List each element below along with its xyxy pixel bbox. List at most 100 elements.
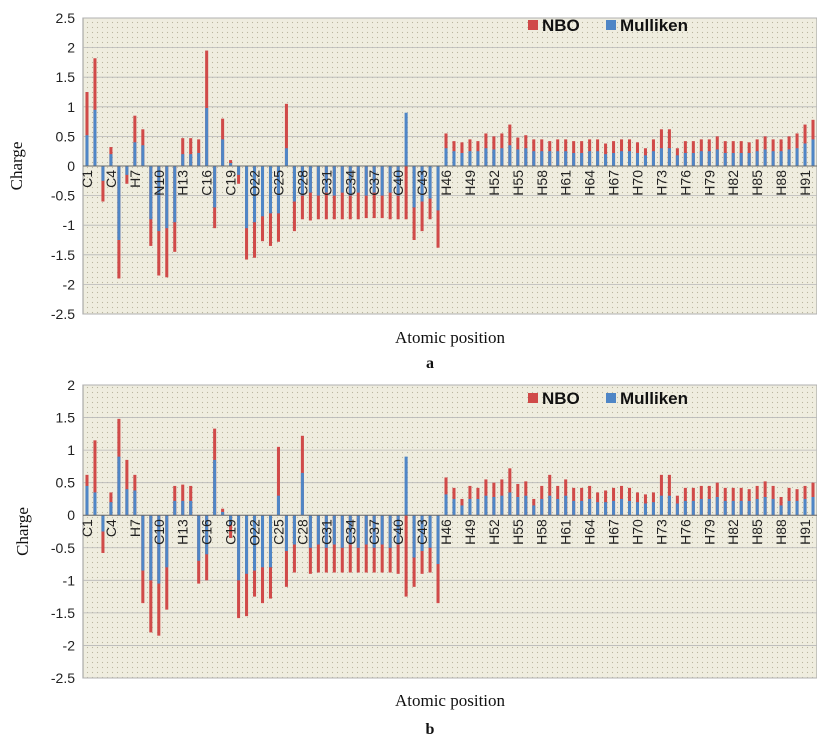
mulliken-bar bbox=[444, 494, 448, 516]
x-category-label: H70 bbox=[629, 519, 645, 545]
nbo-bar bbox=[173, 485, 177, 516]
x-category-label: H67 bbox=[606, 519, 622, 545]
x-category-label: H64 bbox=[582, 519, 598, 545]
x-category-label: H46 bbox=[438, 170, 454, 196]
y-tick-label: 0.5 bbox=[56, 128, 76, 144]
nbo-bar bbox=[667, 129, 671, 166]
mulliken-bar bbox=[245, 166, 249, 229]
mulliken-bar bbox=[500, 148, 504, 166]
mulliken-bar bbox=[476, 498, 480, 516]
mulliken-bar bbox=[253, 166, 257, 223]
mulliken-bar bbox=[604, 154, 608, 166]
y-tick-label: -0.5 bbox=[51, 540, 75, 556]
mulliken-bar bbox=[284, 515, 288, 552]
mulliken-bar bbox=[659, 495, 663, 516]
x-category-label: H73 bbox=[653, 170, 669, 196]
mulliken-bar bbox=[731, 152, 735, 166]
mulliken-bar bbox=[380, 515, 384, 545]
y-tick-label: -0.5 bbox=[51, 188, 75, 204]
nbo-bar bbox=[133, 115, 137, 166]
y-tick-label: 1.5 bbox=[56, 410, 76, 426]
mulliken-bar bbox=[500, 495, 504, 516]
y-axis-title: Charge bbox=[13, 507, 32, 556]
nbo-bar bbox=[284, 103, 288, 166]
mulliken-bar bbox=[620, 151, 624, 166]
mulliken-bar bbox=[181, 500, 185, 516]
mulliken-bar bbox=[468, 151, 472, 166]
mulliken-bar bbox=[691, 500, 695, 516]
x-category-label: H91 bbox=[797, 170, 813, 196]
mulliken-bar bbox=[588, 151, 592, 166]
x-category-label: H49 bbox=[462, 519, 478, 545]
mulliken-bar bbox=[612, 152, 616, 166]
mulliken-bar bbox=[229, 515, 233, 525]
mulliken-bar bbox=[268, 515, 273, 568]
x-category-label: H70 bbox=[629, 170, 645, 196]
mulliken-bar bbox=[292, 166, 296, 202]
mulliken-bar bbox=[667, 495, 671, 516]
y-tick-label: 1 bbox=[67, 442, 75, 458]
mulliken-bar bbox=[612, 500, 616, 516]
mulliken-bar bbox=[460, 152, 464, 166]
x-category-label: O22 bbox=[247, 170, 263, 197]
mulliken-bar bbox=[404, 112, 408, 166]
panel-label: b bbox=[426, 721, 435, 738]
nbo-bar bbox=[101, 515, 105, 553]
nbo-bar bbox=[189, 138, 193, 166]
mulliken-bar bbox=[388, 166, 392, 193]
mulliken-bar bbox=[651, 151, 655, 166]
x-category-label: C19 bbox=[223, 519, 239, 545]
nbo-bar bbox=[197, 139, 201, 166]
mulliken-bar bbox=[221, 511, 225, 516]
mulliken-bar bbox=[141, 515, 145, 571]
y-tick-label: 2 bbox=[67, 40, 75, 56]
mulliken-bar bbox=[396, 515, 400, 545]
mulliken-bar bbox=[564, 495, 568, 516]
mulliken-bar bbox=[300, 166, 304, 196]
mulliken-bar bbox=[149, 515, 153, 581]
mulliken-bar bbox=[436, 515, 440, 565]
mulliken-bar bbox=[276, 166, 280, 214]
x-category-label: C1 bbox=[79, 170, 95, 188]
legend: NBO Mulliken bbox=[528, 16, 688, 35]
mulliken-bar bbox=[173, 166, 177, 223]
mulliken-bar bbox=[348, 515, 352, 545]
y-tick-label: 1.5 bbox=[56, 69, 76, 85]
mulliken-bar bbox=[197, 515, 201, 561]
mulliken-bar bbox=[683, 152, 687, 166]
mulliken-bar bbox=[532, 151, 536, 166]
nbo-bar bbox=[85, 92, 89, 166]
mulliken-bar bbox=[675, 503, 679, 516]
mulliken-bar bbox=[332, 166, 336, 196]
mulliken-bar bbox=[300, 472, 304, 516]
x-category-label: H79 bbox=[701, 519, 717, 545]
mulliken-bar bbox=[755, 498, 759, 516]
y-tick-label: -1.5 bbox=[51, 605, 75, 621]
chart-panel-b: 2 1.5 1 0.5 0 -0.5 -1 -1.5 -2 -2.5 C1 C4 H7 C10 H13 C16… bbox=[13, 377, 817, 738]
mulliken-bar bbox=[667, 148, 671, 166]
mulliken-bar bbox=[795, 148, 799, 166]
mulliken-bar bbox=[284, 148, 288, 166]
mulliken-bar bbox=[93, 109, 97, 166]
mulliken-bar bbox=[580, 500, 584, 516]
nbo-bar bbox=[125, 459, 129, 516]
x-category-label: H7 bbox=[127, 170, 143, 188]
mulliken-bar bbox=[356, 515, 360, 548]
mulliken-bar bbox=[460, 505, 464, 516]
mulliken-bar bbox=[420, 166, 424, 202]
mulliken-bar bbox=[540, 151, 544, 166]
mulliken-bar bbox=[484, 148, 488, 166]
mulliken-bar bbox=[396, 166, 400, 196]
x-category-label: H76 bbox=[677, 170, 693, 196]
legend-swatch-nbo bbox=[528, 20, 538, 30]
mulliken-bar bbox=[620, 498, 624, 516]
mulliken-bar bbox=[731, 500, 735, 516]
mulliken-bar bbox=[548, 151, 552, 166]
x-category-label: C10 bbox=[151, 519, 167, 545]
x-category-label: H61 bbox=[558, 519, 574, 545]
mulliken-bar bbox=[157, 515, 161, 584]
mulliken-bar bbox=[811, 496, 815, 516]
nbo-bar bbox=[548, 474, 552, 516]
mulliken-bar bbox=[548, 495, 552, 516]
x-category-label: H88 bbox=[773, 519, 789, 545]
